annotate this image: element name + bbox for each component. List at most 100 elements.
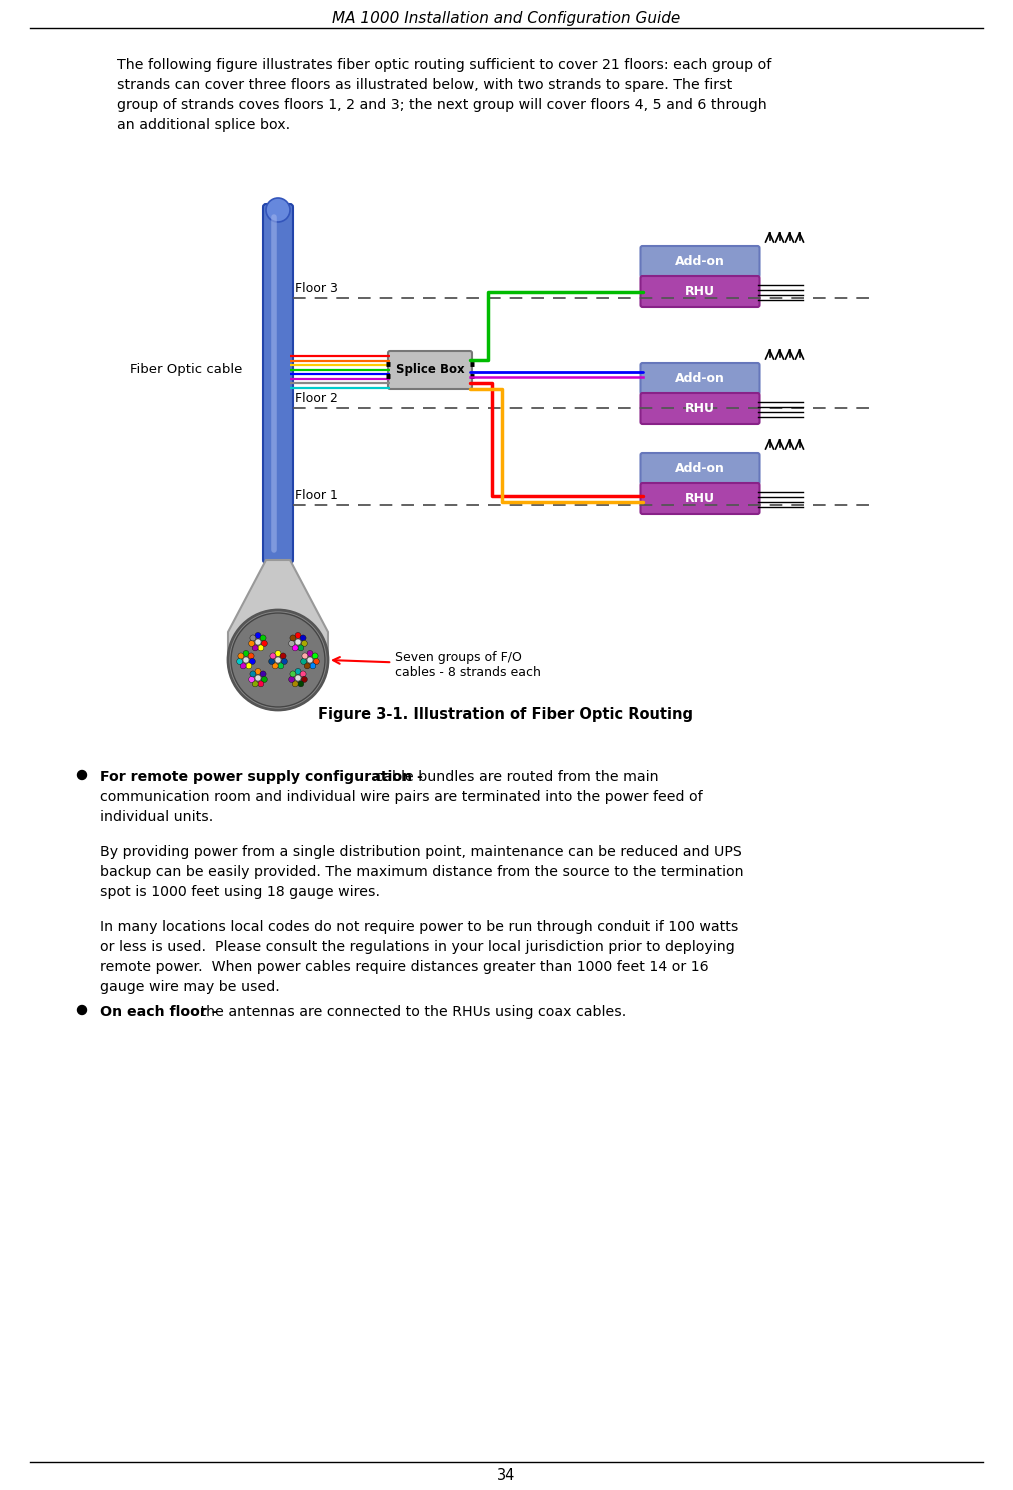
Circle shape — [298, 681, 304, 687]
Circle shape — [249, 659, 255, 665]
Text: remote power.  When power cables require distances greater than 1000 feet 14 or : remote power. When power cables require … — [100, 960, 709, 974]
Circle shape — [243, 657, 249, 663]
Text: In many locations local codes do not require power to be run through conduit if : In many locations local codes do not req… — [100, 919, 738, 934]
Text: Add-on: Add-on — [675, 372, 725, 384]
Circle shape — [300, 670, 306, 676]
FancyBboxPatch shape — [640, 393, 760, 425]
Text: Seven groups of F/O
cables - 8 strands each: Seven groups of F/O cables - 8 strands e… — [333, 651, 541, 679]
Circle shape — [248, 676, 254, 682]
Text: RHU: RHU — [685, 402, 715, 416]
Circle shape — [275, 651, 281, 657]
Circle shape — [295, 632, 301, 639]
Circle shape — [250, 635, 256, 641]
Circle shape — [290, 635, 296, 641]
Circle shape — [255, 675, 261, 681]
Text: By providing power from a single distribution point, maintenance can be reduced : By providing power from a single distrib… — [100, 845, 742, 860]
Circle shape — [268, 659, 275, 665]
Circle shape — [313, 659, 319, 665]
Circle shape — [292, 645, 298, 651]
Text: the antennas are connected to the RHUs using coax cables.: the antennas are connected to the RHUs u… — [196, 1004, 626, 1019]
Text: 34: 34 — [496, 1469, 516, 1484]
Text: Fiber Optic cable: Fiber Optic cable — [130, 364, 242, 377]
Text: RHU: RHU — [685, 285, 715, 298]
Text: The following figure illustrates fiber optic routing sufficient to cover 21 floo: The following figure illustrates fiber o… — [116, 58, 771, 72]
Text: Floor 3: Floor 3 — [295, 282, 338, 295]
Text: Floor 2: Floor 2 — [295, 392, 338, 405]
Circle shape — [258, 645, 263, 651]
Text: gauge wire may be used.: gauge wire may be used. — [100, 980, 285, 994]
FancyBboxPatch shape — [640, 453, 760, 484]
Circle shape — [78, 1006, 86, 1015]
Circle shape — [248, 641, 254, 647]
Circle shape — [298, 645, 304, 651]
Circle shape — [289, 641, 295, 647]
Circle shape — [243, 651, 249, 657]
Circle shape — [295, 675, 301, 681]
Circle shape — [301, 659, 307, 665]
Circle shape — [269, 653, 276, 659]
Circle shape — [295, 669, 301, 675]
Circle shape — [252, 681, 258, 687]
Text: backup can be easily provided. The maximum distance from the source to the termi: backup can be easily provided. The maxim… — [100, 866, 744, 879]
Polygon shape — [228, 560, 328, 705]
Text: Add-on: Add-on — [675, 255, 725, 268]
Text: spot is 1000 feet using 18 gauge wires.: spot is 1000 feet using 18 gauge wires. — [100, 885, 380, 898]
Circle shape — [237, 659, 243, 665]
Text: Floor 1: Floor 1 — [295, 489, 338, 502]
Circle shape — [302, 653, 308, 659]
Circle shape — [301, 641, 307, 647]
Circle shape — [252, 645, 258, 651]
Circle shape — [78, 770, 86, 779]
Circle shape — [278, 663, 284, 669]
Circle shape — [307, 657, 313, 663]
Circle shape — [275, 657, 281, 663]
Circle shape — [310, 663, 316, 669]
Circle shape — [307, 651, 313, 657]
Circle shape — [231, 612, 325, 706]
Text: MA 1000 Installation and Configuration Guide: MA 1000 Installation and Configuration G… — [332, 10, 680, 25]
Circle shape — [266, 198, 290, 222]
Circle shape — [289, 676, 295, 682]
Circle shape — [240, 663, 246, 669]
Circle shape — [261, 641, 267, 647]
Circle shape — [272, 663, 279, 669]
Circle shape — [261, 676, 267, 682]
Circle shape — [304, 663, 310, 669]
FancyBboxPatch shape — [640, 364, 760, 393]
Text: On each floor -: On each floor - — [100, 1004, 218, 1019]
Text: strands can cover three floors as illustrated below, with two strands to spare. : strands can cover three floors as illust… — [116, 77, 732, 92]
Circle shape — [255, 639, 261, 645]
FancyBboxPatch shape — [263, 204, 293, 563]
Circle shape — [228, 609, 328, 711]
Text: cable bundles are routed from the main: cable bundles are routed from the main — [371, 770, 658, 784]
Text: Splice Box: Splice Box — [396, 364, 464, 377]
Circle shape — [292, 681, 298, 687]
Text: group of strands coves floors 1, 2 and 3; the next group will cover floors 4, 5 : group of strands coves floors 1, 2 and 3… — [116, 98, 767, 112]
FancyBboxPatch shape — [640, 483, 760, 514]
Circle shape — [260, 635, 266, 641]
FancyBboxPatch shape — [640, 246, 760, 277]
Circle shape — [280, 653, 286, 659]
Circle shape — [312, 653, 318, 659]
Text: Figure 3-1. Illustration of Fiber Optic Routing: Figure 3-1. Illustration of Fiber Optic … — [318, 708, 694, 723]
Circle shape — [255, 669, 261, 675]
Text: individual units.: individual units. — [100, 811, 214, 824]
Text: communication room and individual wire pairs are terminated into the power feed : communication room and individual wire p… — [100, 790, 703, 805]
Text: Add-on: Add-on — [675, 462, 725, 475]
Circle shape — [246, 663, 252, 669]
FancyBboxPatch shape — [640, 276, 760, 307]
Text: For remote power supply configuration -: For remote power supply configuration - — [100, 770, 422, 784]
Circle shape — [282, 659, 288, 665]
Circle shape — [290, 670, 296, 676]
Text: RHU: RHU — [685, 492, 715, 505]
FancyBboxPatch shape — [388, 352, 472, 389]
Text: an additional splice box.: an additional splice box. — [116, 118, 290, 133]
Circle shape — [260, 670, 266, 676]
Circle shape — [248, 653, 254, 659]
Circle shape — [300, 635, 306, 641]
Text: or less is used.  Please consult the regulations in your local jurisdiction prio: or less is used. Please consult the regu… — [100, 940, 734, 954]
Circle shape — [301, 676, 307, 682]
Circle shape — [250, 670, 256, 676]
Circle shape — [258, 681, 263, 687]
Circle shape — [295, 639, 301, 645]
